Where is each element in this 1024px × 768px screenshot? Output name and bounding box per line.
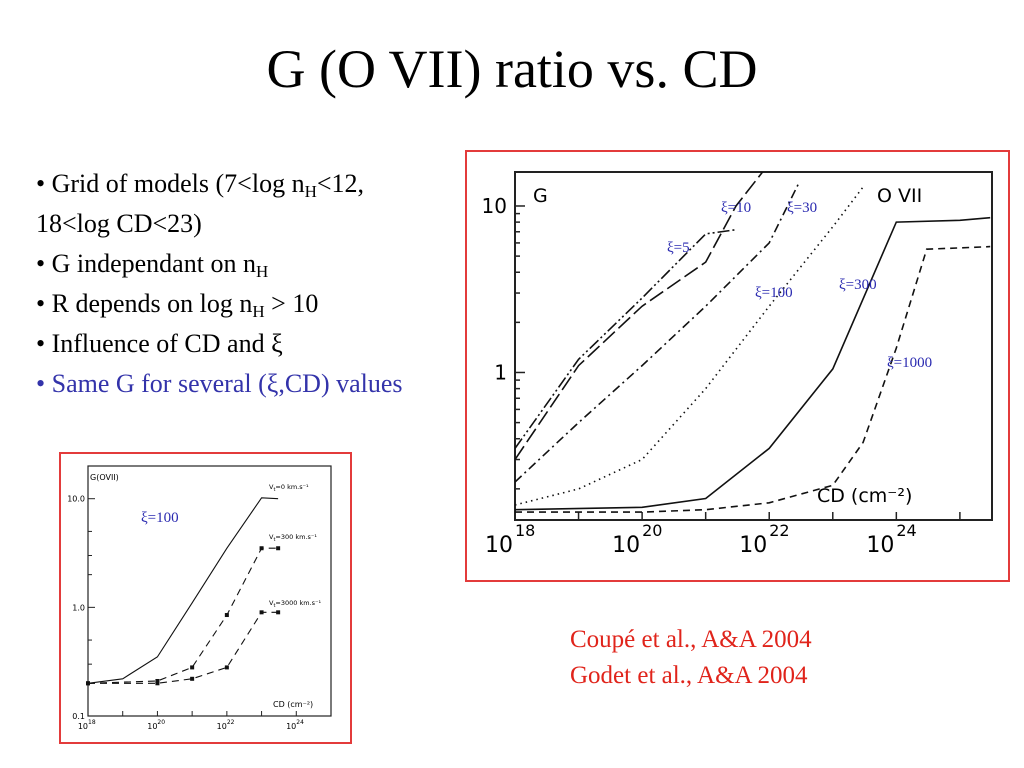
left-series-2-marker — [155, 678, 160, 683]
left-series-2-marker — [276, 546, 281, 551]
y-tick-label: 1 — [494, 360, 507, 384]
left-series-3-marker — [86, 681, 90, 686]
axis-corner-label: G — [533, 185, 548, 207]
series-label: ξ=10 — [721, 200, 751, 216]
left-series-3-marker — [190, 676, 195, 681]
x-tick-label-exponent: 24 — [296, 719, 304, 726]
plot-area — [87, 465, 332, 717]
left-series-3-marker — [276, 610, 281, 615]
series-label: ξ=30 — [787, 200, 817, 216]
x-tick-label: 10 — [217, 722, 227, 731]
y-tick-label: 10 — [482, 194, 507, 218]
x-tick-label: 10 — [485, 533, 513, 558]
citation-2: Godet et al., A&A 2004 — [570, 662, 808, 689]
left-series-3-marker — [224, 665, 229, 670]
x-axis-label: CD (cm⁻²) — [817, 485, 912, 507]
series-label: ξ=1000 — [887, 355, 932, 371]
axis-corner-label: G(OVII) — [90, 473, 119, 482]
bullet-item: • R depends on log nH > 10 — [36, 289, 319, 321]
left-series-2-marker — [190, 665, 195, 670]
left-series-2-marker — [224, 613, 229, 618]
x-tick-label-exponent: 20 — [642, 521, 662, 540]
bullet-item: • Grid of models (7<log nH<12, 18<log CD… — [36, 169, 365, 238]
series-label: Vt=0 km.s⁻¹ — [269, 483, 309, 493]
series-label: ξ=100 — [755, 285, 793, 301]
left-series-line-1 — [88, 497, 279, 684]
y-tick-label: 1.0 — [72, 603, 85, 612]
x-tick-label-exponent: 24 — [896, 521, 916, 540]
left-series-2-marker — [259, 546, 264, 551]
right-series-line-4 — [515, 186, 864, 506]
bullet-item-highlighted: • Same G for several (ξ,CD) values — [36, 369, 403, 398]
left-series-3-marker — [155, 681, 160, 686]
slide-title: G (O VII) ratio vs. CD — [266, 39, 758, 99]
bullet-item: • G independant on nH — [36, 249, 269, 281]
y-tick-label: 10.0 — [67, 495, 85, 504]
left-figure-frame: 10.0 1.0 0.1 10 18 10 20 10 22 10 24 G(OVII) CD (cm⁻… — [59, 452, 352, 744]
x-tick-label: 10 — [866, 533, 894, 558]
axis-corner-label: O VII — [877, 185, 922, 207]
citations: Coupé et al., A&A 2004 Godet et al., A&A… — [570, 622, 812, 694]
x-tick-label-exponent: 18 — [88, 719, 96, 726]
bullet-item: • Influence of CD and ξ — [36, 329, 283, 358]
x-tick-label-exponent: 22 — [769, 521, 789, 540]
series-label: Vt=3000 km.s⁻¹ — [269, 599, 321, 609]
right-series-line-1 — [515, 228, 737, 449]
x-tick-label-exponent: 18 — [515, 521, 535, 540]
x-tick-label: 10 — [739, 533, 767, 558]
y-tick-label: 0.1 — [72, 712, 85, 721]
plot-area — [514, 171, 993, 521]
x-axis-label: CD (cm⁻²) — [273, 700, 313, 709]
chart-annotation: ξ=100 — [141, 510, 179, 526]
x-tick-label: 10 — [612, 533, 640, 558]
x-tick-label-exponent: 22 — [227, 719, 235, 726]
left-series-line-2 — [88, 547, 279, 684]
series-label: ξ=300 — [839, 277, 877, 293]
right-series-line-6 — [515, 245, 991, 513]
x-tick-label: 10 — [286, 722, 296, 731]
right-series-line-2 — [515, 172, 764, 460]
left-series-3-marker — [259, 610, 264, 615]
x-tick-label: 10 — [78, 722, 88, 731]
x-tick-label-exponent: 20 — [157, 719, 165, 726]
x-tick-label: 10 — [147, 722, 157, 731]
right-figure-frame: 10 1 10 18 10 20 10 22 10 24 G O VII CD (cm⁻²) ξ=5 ξ=1… — [465, 150, 1010, 582]
left-series-line-3 — [88, 611, 279, 684]
citation-1: Coupé et al., A&A 2004 — [570, 626, 812, 653]
bullet-list: • Grid of models (7<log nH<12, 18<log CD… — [36, 164, 436, 404]
right-series-line-3 — [515, 181, 801, 483]
right-series-line-5 — [515, 216, 991, 511]
left-chart: 10.01.00.110 18 10 20 10 22 10 24G(OVII)CD (cm⁻… — [67, 465, 332, 731]
series-label: ξ=5 — [667, 240, 690, 256]
series-label: Vt=300 km.s⁻¹ — [269, 533, 317, 543]
